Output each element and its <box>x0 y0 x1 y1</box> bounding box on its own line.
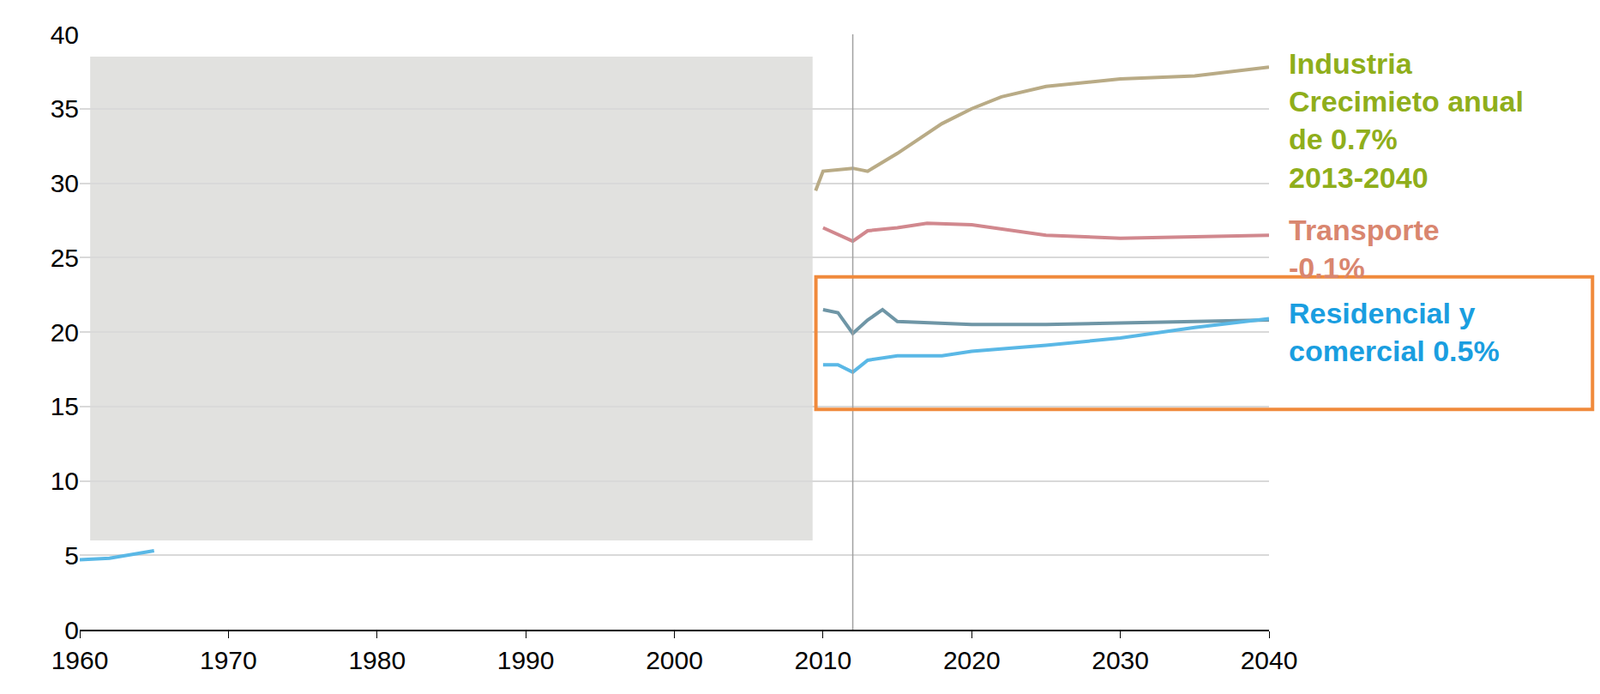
svg-text:2030: 2030 <box>1091 645 1149 674</box>
svg-text:IndustriaCrecimieto anualde 0.: IndustriaCrecimieto anualde 0.7%2013-204… <box>1288 47 1524 194</box>
svg-text:2040: 2040 <box>1240 645 1299 674</box>
svg-text:40: 40 <box>50 20 79 49</box>
svg-text:1980: 1980 <box>348 645 406 674</box>
svg-text:5: 5 <box>64 541 79 570</box>
svg-text:20: 20 <box>50 318 79 347</box>
svg-text:30: 30 <box>50 168 79 198</box>
svg-text:Residencial ycomercial 0.5%: Residencial ycomercial 0.5% <box>1288 296 1500 367</box>
svg-text:10: 10 <box>50 466 79 495</box>
svg-text:1990: 1990 <box>497 645 555 674</box>
svg-text:1960: 1960 <box>51 645 109 674</box>
svg-text:0: 0 <box>64 615 79 644</box>
svg-text:2020: 2020 <box>943 645 1001 674</box>
svg-text:1970: 1970 <box>199 645 258 674</box>
svg-text:2010: 2010 <box>794 645 853 674</box>
svg-text:15: 15 <box>50 391 79 421</box>
svg-text:35: 35 <box>50 94 79 123</box>
svg-text:2000: 2000 <box>645 645 704 674</box>
svg-text:25: 25 <box>50 243 79 272</box>
svg-text:Transporte-0.1%: Transporte-0.1% <box>1288 213 1440 284</box>
